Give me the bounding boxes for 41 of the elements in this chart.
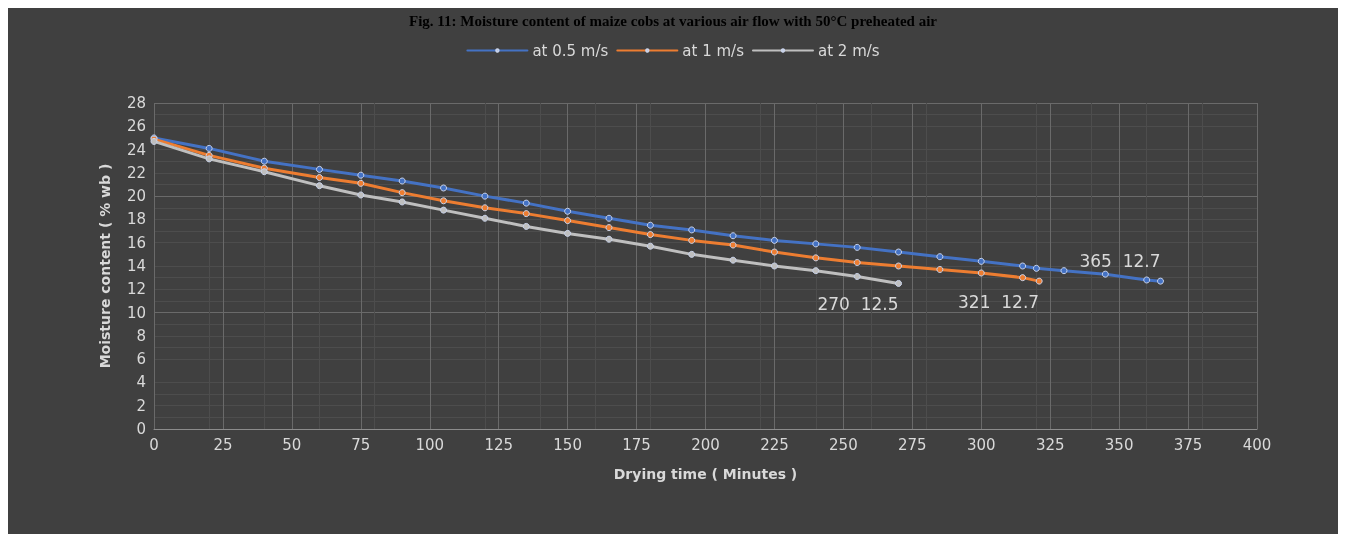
y-tick-label: 26 (126, 117, 146, 136)
x-tick-label: 100 (415, 435, 445, 454)
chart-title: Fig. 11: Moisture content of maize cobs at various air flow with 50°C preheated air (408, 12, 938, 29)
y-tick-label: 22 (126, 163, 146, 182)
y-tick-label: 0 (136, 420, 146, 438)
x-axis-title: Drying time ( Minutes ) (613, 466, 798, 482)
y-tick-label: 14 (126, 257, 146, 275)
x-tick-label: 25 (213, 435, 233, 454)
y-tick-label: 20 (126, 187, 146, 206)
x-tick-label: 75 (351, 435, 371, 454)
x-tick-label: 150 (553, 435, 582, 454)
y-tick-label: 28 (126, 94, 146, 112)
x-tick-label: 0 (149, 435, 159, 454)
x-tick-label: 250 (829, 435, 858, 454)
x-tick-label: 225 (760, 435, 789, 454)
x-tick-label: 200 (691, 435, 720, 454)
legend-label: at 1 m/s (682, 41, 745, 60)
y-tick-label: 2 (136, 396, 146, 415)
y-tick-label: 8 (136, 326, 146, 345)
y-tick-label: 12 (126, 280, 146, 299)
x-tick-label: 375 (1173, 435, 1203, 454)
x-tick-label: 125 (484, 435, 514, 454)
y-tick-label: 24 (126, 140, 146, 159)
x-tick-label: 275 (897, 435, 927, 454)
x-tick-label: 175 (622, 435, 651, 454)
annotation: 270 12.5 (817, 293, 899, 314)
y-tick-label: 18 (126, 210, 146, 229)
x-tick-label: 50 (282, 435, 302, 454)
legend-label: at 0.5 m/s (532, 41, 609, 60)
y-axis-title: Moisture content ( % wb ) (97, 163, 113, 369)
x-tick-label: 350 (1104, 435, 1134, 454)
annotation: 365 12.7 (1079, 250, 1161, 271)
x-tick-label: 325 (1035, 435, 1065, 454)
annotation: 321 12.7 (958, 291, 1040, 312)
y-tick-label: 16 (126, 233, 146, 252)
y-tick-label: 10 (126, 303, 146, 322)
y-tick-label: 4 (136, 373, 146, 392)
y-tick-label: 6 (136, 350, 146, 369)
x-tick-label: 300 (966, 435, 996, 454)
x-tick-label: 400 (1242, 435, 1272, 454)
legend-label: at 2 m/s (817, 41, 880, 60)
